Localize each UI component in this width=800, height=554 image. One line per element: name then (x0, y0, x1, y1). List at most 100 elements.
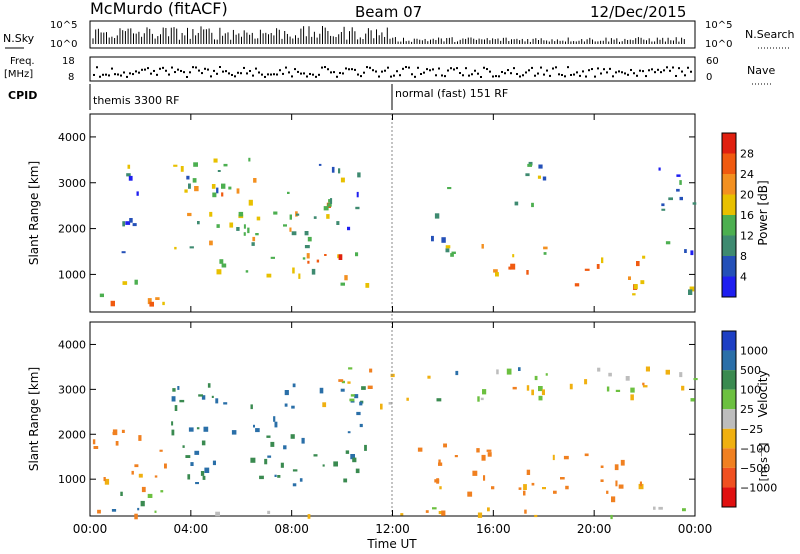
xtick-label: 08:00 (274, 522, 309, 536)
freq-dot (126, 75, 128, 78)
range-cell (301, 437, 305, 444)
freq-dot (660, 71, 662, 74)
freq-dot (384, 69, 386, 72)
range-cell (248, 199, 253, 206)
freq-dot (630, 68, 632, 71)
range-cell (338, 379, 344, 382)
freq-dot (171, 66, 173, 69)
range-cell (441, 510, 446, 516)
ytick-label: 4000 (58, 131, 86, 144)
freq-dot (288, 71, 290, 74)
range-cell (331, 166, 335, 173)
range-cell (270, 441, 275, 447)
freq-dot (189, 71, 191, 74)
range-cell (171, 421, 174, 426)
freq-dot (177, 68, 179, 71)
range-cell (274, 421, 278, 428)
range-cell (266, 273, 272, 278)
range-cell (584, 453, 589, 457)
nave-label: Nave (747, 64, 775, 77)
range-cell (202, 475, 206, 480)
freq-dot (579, 74, 581, 77)
freq-dot (150, 72, 152, 75)
range-cell (255, 233, 259, 236)
range-cell (438, 511, 443, 515)
range-cell (188, 427, 194, 432)
range-cell (172, 388, 176, 392)
range-cell (531, 202, 534, 208)
range-cell (661, 203, 665, 207)
range-cell (443, 443, 447, 448)
range-cell (255, 428, 260, 433)
freq-dot (174, 71, 176, 74)
range-cell (97, 509, 101, 514)
colorbar-frame (721, 132, 737, 298)
freq-dot (444, 75, 446, 78)
range-cell (491, 486, 495, 490)
freq-dot (417, 66, 419, 69)
range-cell (115, 441, 119, 446)
range-cell (228, 186, 232, 190)
range-cell (154, 475, 158, 478)
freq-dot (492, 75, 494, 78)
range-cell (406, 397, 409, 401)
range-cell (291, 405, 295, 409)
freq-dot (234, 75, 236, 78)
range-cell (177, 386, 180, 390)
range-cell (188, 183, 191, 189)
range-cell (340, 177, 345, 183)
range-cell (129, 218, 133, 223)
range-cell (198, 394, 203, 397)
freq-label-line2: [MHz] (4, 69, 33, 80)
range-cell (600, 479, 604, 482)
range-cell (596, 264, 600, 269)
freq-dot (180, 69, 182, 72)
freq-dot (531, 66, 533, 69)
range-cell (679, 196, 683, 201)
range-cell (630, 394, 634, 401)
colorbar-label: 4 (740, 271, 747, 284)
range-cell (480, 397, 484, 401)
freq-dot (213, 69, 215, 72)
range-cell (496, 369, 499, 375)
freq-dot (228, 72, 230, 75)
range-cell (388, 402, 393, 405)
range-cell (661, 208, 666, 211)
colorbar-label: 8 (740, 250, 747, 263)
freq-dot (543, 73, 545, 76)
nave-tick-high: 60 (706, 56, 719, 67)
range-cell (316, 259, 320, 263)
range-cell (187, 474, 191, 480)
freq-dot (462, 74, 464, 77)
freq-dot (237, 71, 239, 74)
range-cell (451, 251, 456, 254)
range-cell (192, 178, 197, 183)
freq-dot (120, 74, 122, 77)
range-cell (639, 481, 642, 487)
freq-dot (468, 74, 470, 77)
freq-dot (318, 73, 320, 76)
freq-dot (360, 75, 362, 78)
range-cell (545, 373, 548, 376)
power-colorbar: 28 24 20 16 12 8 4 (721, 132, 754, 298)
colorbar-label: 28 (740, 148, 754, 161)
range-cell (277, 475, 281, 478)
colorbar-swatch (722, 389, 736, 410)
range-cell (487, 452, 492, 457)
colorbar-label: −100 (740, 442, 770, 455)
range-cell (209, 211, 213, 217)
station-title: McMurdo (fitACF) (90, 0, 228, 18)
freq-dot (495, 75, 497, 78)
range-cell (495, 272, 499, 277)
range-cell (512, 386, 517, 390)
range-cell (356, 191, 359, 198)
ytick-label: 3000 (58, 177, 86, 190)
colorbar-swatch (722, 428, 736, 449)
range-cell (189, 246, 194, 249)
range-cell (355, 206, 360, 210)
range-cell (209, 240, 213, 246)
freq-dot (438, 67, 440, 70)
freq-dot (573, 73, 575, 76)
ytick-label: 4000 (58, 338, 86, 351)
freq-dot (192, 66, 194, 69)
